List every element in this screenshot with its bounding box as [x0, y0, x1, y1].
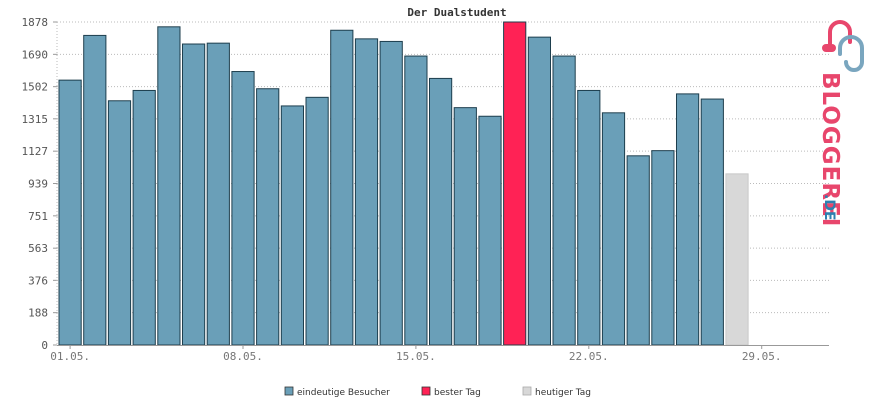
bar-23.05.	[601, 112, 626, 346]
legend: eindeutige Besucher bester Tag heutiger Ta…	[284, 386, 591, 398]
legend-swatch-today	[522, 386, 532, 396]
x-tick-label: 22.05.	[569, 350, 609, 363]
bar-10.05.	[280, 105, 304, 346]
y-tick-label: 939	[28, 178, 48, 191]
x-tick-label: 29.05.	[742, 350, 782, 363]
y-axis: 0 188 376 563 751 939 1127 1315 1502 1690 1878	[22, 16, 57, 352]
bar-22.05.	[577, 89, 601, 346]
bar-15.05.	[404, 55, 428, 346]
bar-21.05.	[552, 55, 576, 346]
y-tick-label: 1127	[22, 145, 49, 158]
chart-title: Der Dualstudent	[407, 6, 506, 19]
bar-16.05.	[429, 77, 453, 346]
bar-14.05.	[379, 40, 403, 346]
bar-20.05.	[527, 36, 551, 346]
x-tick-label: 15.05.	[396, 350, 436, 363]
y-tick-label: 751	[28, 210, 48, 223]
bar-24.05.	[626, 155, 650, 346]
bar-26.05.	[676, 93, 700, 346]
y-tick-label: 1690	[22, 48, 49, 61]
logo-suffix: .DE	[821, 194, 837, 221]
y-tick-label: 1502	[22, 81, 49, 94]
bar-28.05.	[725, 173, 749, 346]
bar-03.05.	[107, 100, 132, 346]
bar-07.05.	[206, 42, 230, 346]
bar-06.05.	[182, 43, 206, 346]
y-tick-label: 376	[28, 274, 48, 287]
y-tick-label: 1315	[22, 113, 49, 126]
bar-25.05.	[651, 150, 675, 346]
bar-02.05.	[83, 34, 107, 346]
y-tick-label: 0	[41, 339, 48, 352]
legend-swatch-best	[421, 386, 431, 396]
bar-19.05.	[503, 21, 527, 346]
bar-18.05.	[478, 115, 502, 346]
bar-05.05.	[157, 26, 181, 346]
bar-01.05.	[58, 79, 82, 346]
bloggerei-logo: BLOGGEREI .DE	[817, 20, 864, 227]
logo-wordmark: BLOGGEREI	[817, 72, 843, 227]
bar-27.05.	[700, 98, 724, 346]
bar-08.05.	[231, 71, 255, 346]
legend-label-unique: eindeutige Besucher	[297, 388, 390, 398]
bar-12.05.	[330, 29, 354, 346]
bar-13.05.	[354, 38, 379, 346]
logo-icon	[822, 20, 864, 72]
legend-label-best: bester Tag	[434, 388, 481, 398]
legend-label-today: heutiger Tag	[535, 388, 591, 398]
bar-09.05.	[256, 88, 280, 346]
legend-swatch-unique	[284, 386, 294, 396]
bar-04.05.	[132, 89, 156, 346]
x-tick-label: 08.05.	[223, 350, 263, 363]
bars	[58, 21, 749, 346]
bar-11.05.	[305, 96, 329, 346]
bar-17.05.	[453, 107, 477, 346]
y-tick-label: 1878	[22, 16, 49, 29]
y-tick-label: 563	[28, 242, 48, 255]
x-axis: 01.05. 08.05. 15.05. 22.05. 29.05.	[50, 22, 829, 363]
x-tick-label: 01.05.	[50, 350, 90, 363]
y-tick-label: 188	[28, 307, 48, 320]
